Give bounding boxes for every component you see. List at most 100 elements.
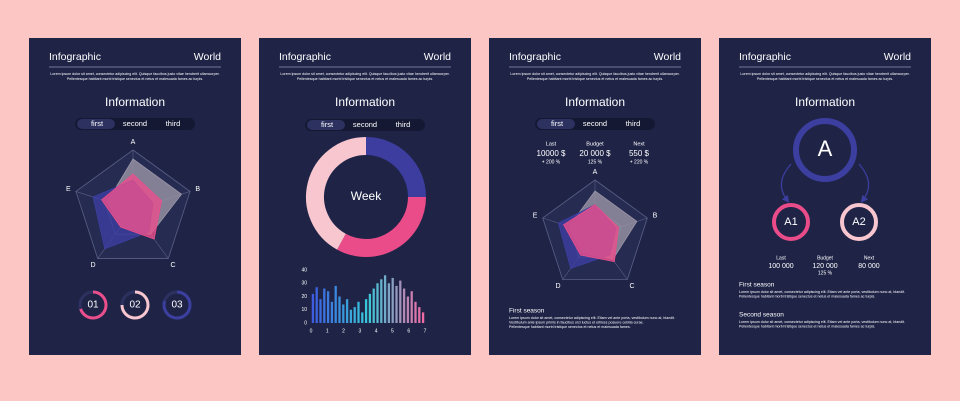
tab[interactable]: second (123, 119, 147, 128)
x-tick-label: 1 (326, 328, 329, 334)
x-tick-label: 2 (342, 328, 345, 334)
bar (406, 296, 410, 323)
panel: Infographic World Lorem ipsum dolor sit am… (489, 38, 701, 355)
ring-arc (120, 290, 150, 320)
bar (368, 293, 372, 323)
stat-change: 125 % (588, 159, 603, 165)
stat-value: 550 $ (629, 149, 650, 158)
panel-title: Information (565, 95, 625, 109)
radar-axis-label: A (593, 169, 598, 176)
bar (402, 288, 406, 323)
bar (323, 288, 326, 323)
panel: Infographic World Lorem ipsum dolor sit am… (259, 38, 471, 355)
tab[interactable]: first (321, 120, 334, 129)
radar-axis-label: E (66, 186, 71, 193)
body-text: Lorem ipsum dolor sit amet, consectetur … (509, 316, 675, 320)
season-title: Second season (739, 312, 784, 319)
ring-arc (79, 290, 108, 320)
panel-bg (719, 38, 931, 355)
header-left: Infographic (49, 51, 101, 63)
bar (410, 291, 413, 323)
bar (364, 299, 368, 323)
header-left: Infographic (509, 51, 561, 63)
tab[interactable]: third (626, 119, 641, 128)
bar (376, 283, 379, 323)
node-right (840, 203, 878, 241)
tab[interactable]: second (583, 119, 607, 128)
bar (330, 301, 334, 323)
bar (342, 304, 345, 323)
node-right-label: A2 (852, 216, 865, 228)
stat-value: 80 000 (858, 263, 880, 270)
donut-segment (365, 137, 426, 198)
radar-axis-label: B (195, 186, 200, 193)
body-text: Lorem ipsum dolor sit amet, consectetur … (280, 72, 449, 76)
tab[interactable]: third (166, 119, 181, 128)
bar (380, 279, 383, 323)
x-tick-label: 6 (407, 328, 410, 334)
ring-label: 03 (171, 300, 183, 311)
tab[interactable]: first (551, 119, 564, 128)
tab[interactable]: second (353, 120, 377, 129)
stat-change: + 220 % (630, 159, 649, 165)
header-left: Infographic (279, 51, 331, 63)
body-text: Lorem ipsum dolor sit amet, consectetur … (739, 290, 905, 294)
panel: Infographic World Lorem ipsum dolor sit am… (719, 38, 931, 355)
header-right: World (194, 51, 221, 63)
body-text: Pellentesque habitant morbi tristique se… (757, 77, 893, 81)
panel-title: Information (795, 95, 855, 109)
node-left (772, 203, 810, 241)
radar-axis-label: C (170, 262, 175, 269)
bar (357, 301, 360, 323)
y-tick-label: 30 (301, 281, 307, 287)
body-text: Vestibulum ante ipsum primis in faucibus… (509, 320, 644, 324)
radar-area (101, 173, 162, 240)
panel-title: Information (335, 95, 395, 109)
donut-label: Week (351, 189, 382, 203)
tab[interactable]: third (396, 120, 411, 129)
bar (349, 309, 353, 323)
stat-label: Budget (586, 141, 604, 147)
arrow (858, 163, 870, 203)
header-left: Infographic (739, 51, 791, 63)
bar (345, 299, 349, 323)
stat-label: Last (546, 141, 557, 147)
stat-value: 120 000 (812, 263, 837, 270)
x-tick-label: 3 (358, 328, 361, 334)
bar (418, 307, 421, 323)
ring-label: 02 (129, 300, 141, 311)
body-text: Lorem ipsum dolor sit amet, consectetur … (50, 72, 219, 76)
header-right: World (884, 51, 911, 63)
body-text: Lorem ipsum dolor sit amet, consectetur … (740, 72, 909, 76)
bar (383, 275, 387, 323)
body-text: Pellentesque habitant morbi tristique se… (739, 294, 875, 298)
bar (319, 299, 322, 323)
bar (338, 296, 341, 323)
bar (414, 301, 417, 323)
season-title: First season (509, 308, 545, 315)
node-left-label: A1 (784, 216, 797, 228)
y-tick-label: 40 (301, 267, 307, 273)
stat-label: Last (776, 255, 786, 261)
ring-arc (162, 290, 192, 320)
x-tick-label: 4 (375, 328, 378, 334)
tab[interactable]: first (91, 119, 104, 128)
y-tick-label: 20 (301, 294, 307, 300)
y-tick-label: 10 (301, 307, 307, 313)
bar (421, 312, 425, 323)
radar-area (563, 204, 619, 263)
body-text: Pellentesque habitant morbi tristique se… (509, 325, 631, 329)
stat-value: 20 000 $ (579, 149, 611, 158)
body-text: Pellentesque habitant morbi tristique se… (739, 324, 875, 328)
bar (399, 280, 402, 323)
radar-axis-label: A (131, 139, 136, 146)
donut-segment (306, 137, 367, 250)
bar (372, 288, 375, 323)
header-right: World (424, 51, 451, 63)
arrow (780, 163, 792, 203)
stat-label: Budget (817, 255, 833, 261)
stat-change: 125 % (818, 270, 833, 276)
stat-value: 10000 $ (537, 149, 566, 158)
body-text: Lorem ipsum dolor sit amet, consectetur … (739, 320, 905, 324)
